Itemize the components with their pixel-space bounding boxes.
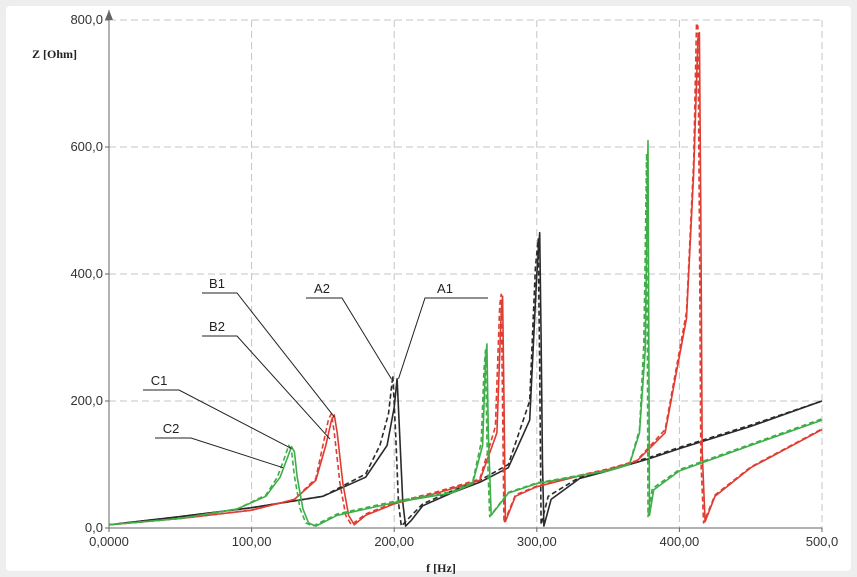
callouts: A1 A2 B1 B2 C1 C2 <box>143 276 488 469</box>
callout-leader-b1 <box>202 292 335 418</box>
callout-label-a2: A2 <box>314 281 330 296</box>
grid-lines <box>109 19 823 528</box>
callout-leader-c1 <box>143 389 292 450</box>
y-tick-label: 800,0 <box>70 12 103 27</box>
series-group <box>108 22 823 527</box>
x-tick-label: 0,0000 <box>89 534 129 549</box>
axes <box>105 10 823 532</box>
series-line-b1 <box>108 31 823 526</box>
x-tick-label: 100,00 <box>232 534 272 549</box>
series-line-c2 <box>108 152 823 527</box>
x-axis-title: f [Hz] <box>426 561 456 575</box>
series-line-a2 <box>108 238 823 527</box>
series-line-a1 <box>108 231 823 527</box>
y-tick-label: 0,0 <box>85 520 103 535</box>
chart-frame <box>6 6 851 571</box>
y-tick-label: 600,0 <box>70 139 103 154</box>
callout-label-c2: C2 <box>163 421 180 436</box>
callout-leader-b2 <box>202 335 331 440</box>
x-tick-label: 200,00 <box>374 534 414 549</box>
series-line-b2 <box>108 22 823 526</box>
callout-label-b2: B2 <box>209 319 225 334</box>
callout-leader-a1 <box>398 297 488 379</box>
y-axis-arrow <box>105 10 113 20</box>
y-axis-title: Z [Ohm] <box>32 47 77 61</box>
x-tick-label: 500,0 <box>806 534 839 549</box>
callout-leader-c2 <box>155 437 284 469</box>
y-tick-label: 400,0 <box>70 266 103 281</box>
callout-leader-a2 <box>306 297 392 380</box>
tick-labels: 0,0000 100,00 200,00 300,00 400,00 500,0 0,0 20… <box>70 12 838 549</box>
y-tick-label: 200,0 <box>70 393 103 408</box>
x-tick-label: 400,00 <box>660 534 700 549</box>
x-tick-label: 300,00 <box>517 534 557 549</box>
callout-label-a1: A1 <box>437 281 453 296</box>
callout-label-c1: C1 <box>151 373 168 388</box>
callout-label-b1: B1 <box>209 276 225 291</box>
